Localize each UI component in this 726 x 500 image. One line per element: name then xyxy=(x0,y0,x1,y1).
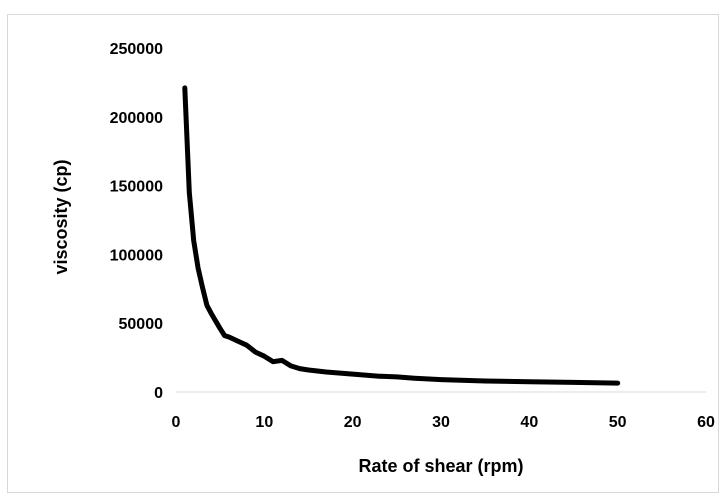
series-line-viscosity xyxy=(182,85,621,386)
y-tick-label: 250000 xyxy=(110,41,163,58)
x-axis-title: Rate of shear (rpm) xyxy=(358,456,523,476)
y-tick-label: 50000 xyxy=(119,316,164,333)
x-tick-label: 30 xyxy=(432,414,450,431)
chart-frame xyxy=(7,14,719,493)
x-tick-label: 10 xyxy=(255,414,273,431)
x-tick-label: 60 xyxy=(697,414,715,431)
y-tick-label: 0 xyxy=(154,385,163,402)
y-axis-title: viscosity (cp) xyxy=(51,159,71,274)
y-axis-ticks: 0 50000 100000 150000 200000 250000 xyxy=(110,41,163,402)
x-tick-label: 0 xyxy=(172,414,181,431)
x-tick-label: 20 xyxy=(344,414,362,431)
x-tick-label: 50 xyxy=(609,414,627,431)
x-axis-ticks: 0 10 20 30 40 50 60 xyxy=(172,414,715,431)
y-tick-label: 200000 xyxy=(110,110,163,127)
y-tick-label: 150000 xyxy=(110,179,163,196)
y-tick-label: 100000 xyxy=(110,247,163,264)
x-tick-label: 40 xyxy=(520,414,538,431)
